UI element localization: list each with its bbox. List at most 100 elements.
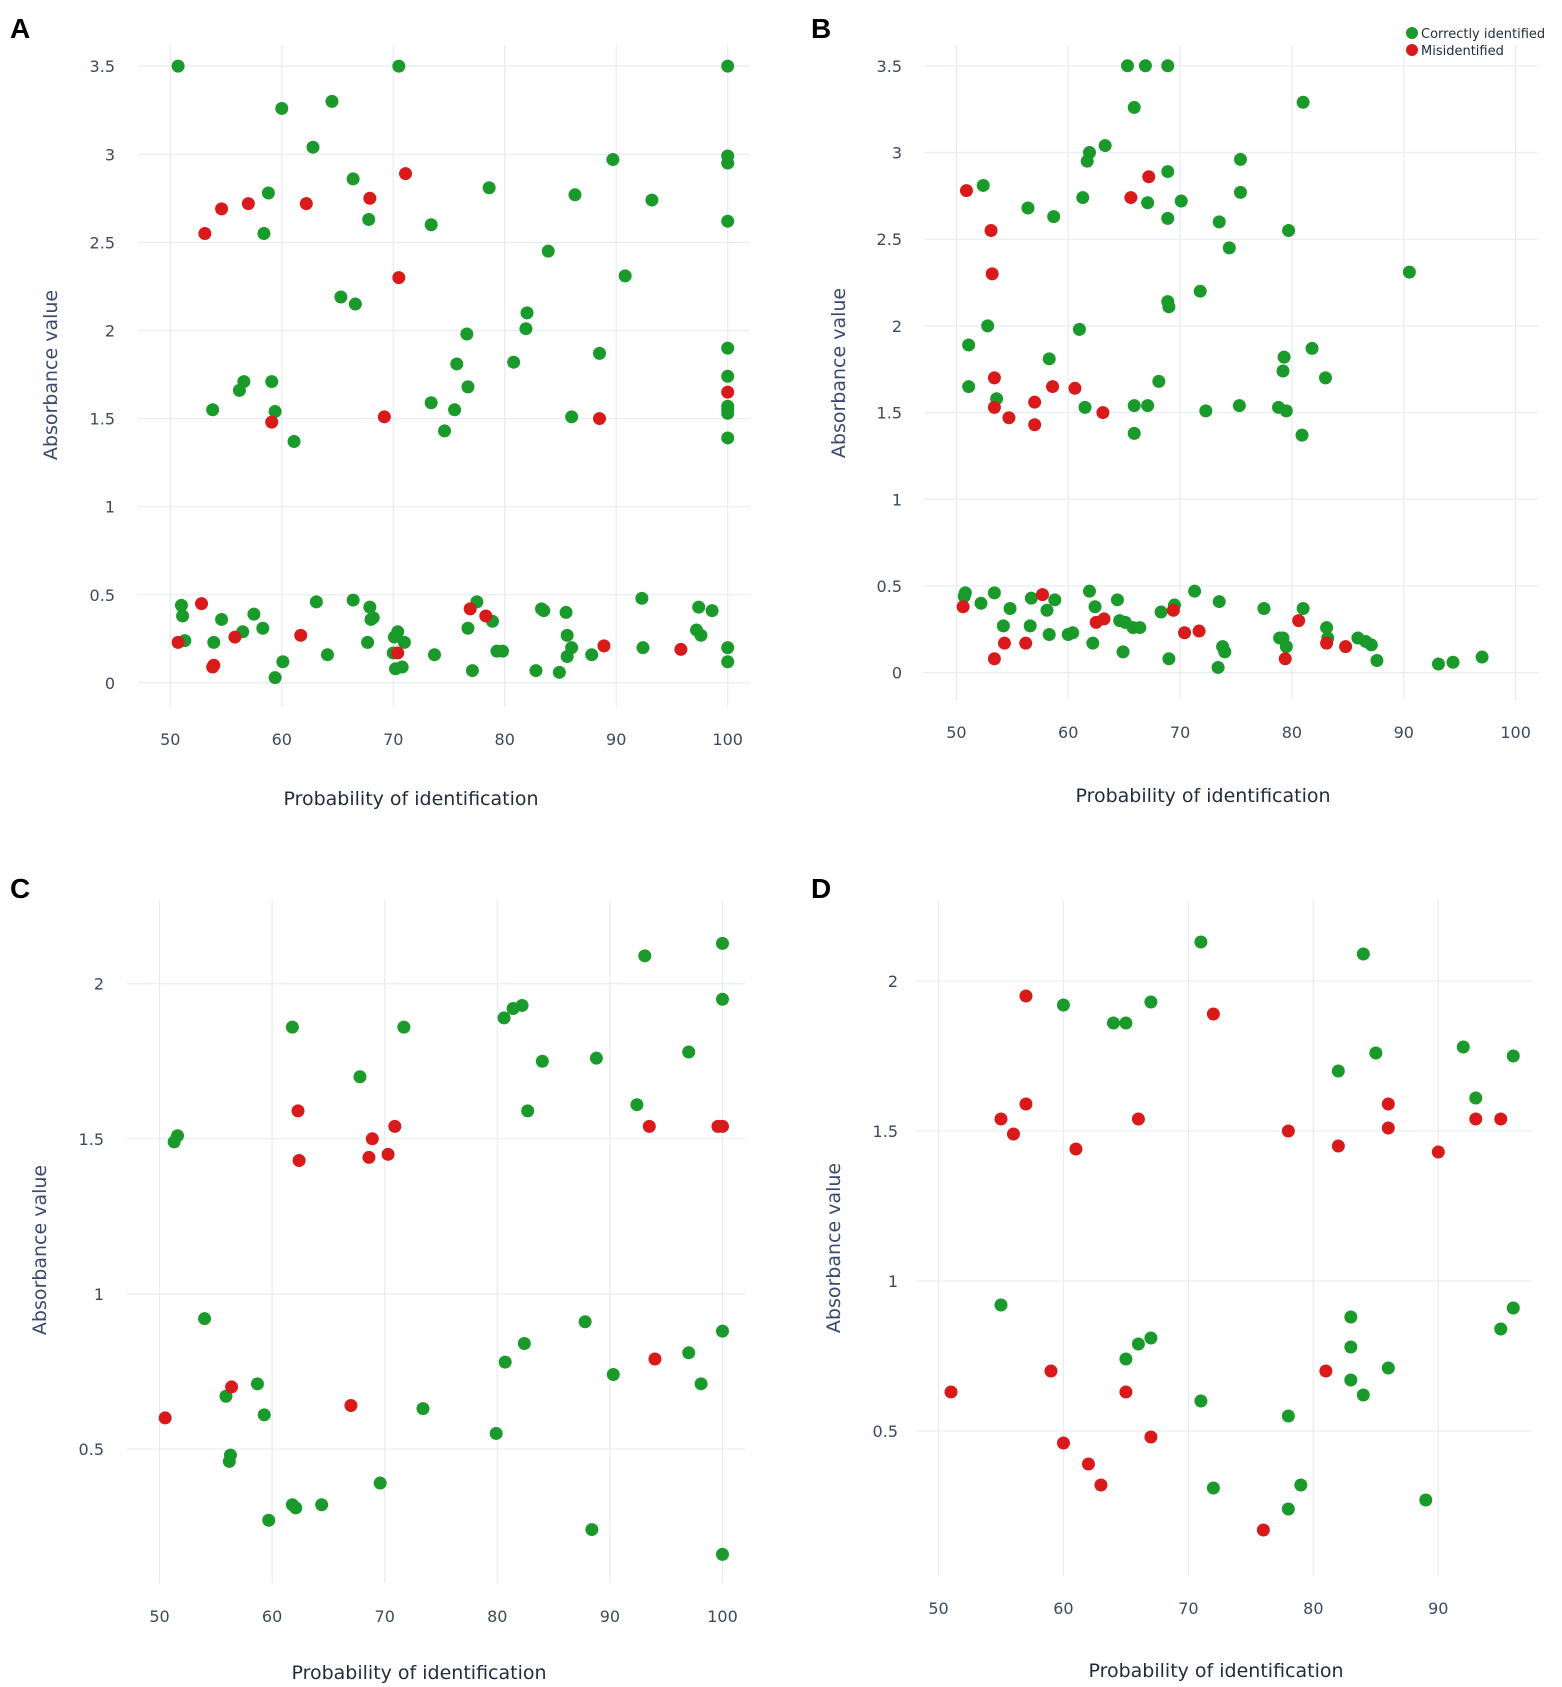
panel-c-x-tick-label: 50 xyxy=(149,1607,169,1626)
panel-a-letter: A xyxy=(10,13,30,44)
correct-point xyxy=(320,648,334,662)
correct-point xyxy=(397,1020,411,1034)
misidentified-point xyxy=(377,410,391,424)
correct-point xyxy=(1506,1049,1520,1063)
correct-point xyxy=(438,424,452,438)
misidentified-point xyxy=(1192,624,1206,638)
misidentified-point xyxy=(241,197,255,211)
correct-point xyxy=(167,1135,181,1149)
panel-a-y-tick-label: 0 xyxy=(105,674,115,693)
misidentified-point xyxy=(1046,380,1060,394)
correct-point xyxy=(568,188,582,202)
misidentified-point xyxy=(265,415,279,429)
correct-point xyxy=(1066,626,1080,640)
panel-d-x-axis-title: Probability of identification xyxy=(1088,1660,1343,1682)
panel-c-x-tick-label: 70 xyxy=(375,1607,395,1626)
correct-point xyxy=(1281,1409,1295,1423)
panel-b-x-tick-label: 50 xyxy=(946,723,966,742)
correct-point xyxy=(1119,1016,1133,1030)
correct-point xyxy=(1023,619,1037,633)
correct-point xyxy=(1003,602,1017,616)
misidentified-point xyxy=(1331,1139,1345,1153)
legend-correct-marker xyxy=(1406,27,1418,39)
correct-point xyxy=(1141,196,1155,210)
correct-point xyxy=(721,655,735,669)
correct-point xyxy=(1257,602,1271,616)
correct-point xyxy=(1133,621,1147,635)
panel-d-x-tick-label: 90 xyxy=(1428,1599,1448,1618)
correct-point xyxy=(987,586,1001,600)
panel-b-y-axis-title: Absorbance value xyxy=(828,288,850,458)
correct-point xyxy=(1193,284,1207,298)
correct-point xyxy=(578,1315,592,1329)
misidentified-point xyxy=(344,1399,358,1413)
panel-b-y-tick-label: 3.5 xyxy=(877,57,902,76)
correct-point xyxy=(1222,241,1236,255)
correct-point xyxy=(1194,935,1208,949)
correct-point xyxy=(215,612,229,626)
panel-b-y-tick-label: 3 xyxy=(892,144,902,163)
misidentified-point xyxy=(956,600,970,614)
correct-point xyxy=(682,1045,696,1059)
correct-point xyxy=(206,403,220,417)
correct-point xyxy=(715,936,729,950)
misidentified-point xyxy=(215,202,229,216)
panel-c-y-tick-label: 2 xyxy=(94,975,104,994)
misidentified-point xyxy=(593,412,606,426)
correct-point xyxy=(262,1513,276,1527)
panel-d-y-tick-label: 1 xyxy=(888,1272,898,1291)
correct-point xyxy=(715,992,729,1006)
correct-point xyxy=(1211,660,1225,674)
legend-misidentified-label: Misidentified xyxy=(1421,44,1504,59)
correct-point xyxy=(391,625,405,639)
correct-point xyxy=(497,1011,511,1025)
misidentified-point xyxy=(391,646,405,660)
correct-point xyxy=(222,1454,236,1468)
correct-point xyxy=(1320,621,1334,635)
correct-point xyxy=(1106,1016,1120,1030)
correct-point xyxy=(721,641,735,655)
correct-point xyxy=(630,1098,644,1112)
misidentified-point xyxy=(944,1385,958,1399)
misidentified-point xyxy=(1256,1523,1270,1537)
correct-point xyxy=(721,341,735,355)
misidentified-point xyxy=(1494,1112,1508,1126)
misidentified-point xyxy=(1081,1457,1095,1471)
correct-point xyxy=(361,635,375,649)
correct-point xyxy=(606,1368,620,1382)
panel-c-y-tick-label: 1.5 xyxy=(79,1130,104,1149)
panel-d-x-tick-label: 80 xyxy=(1303,1599,1323,1618)
correct-point xyxy=(1305,341,1319,355)
misidentified-point xyxy=(987,652,1001,666)
correct-point xyxy=(268,671,282,685)
correct-point xyxy=(974,596,988,610)
correct-point xyxy=(461,380,475,394)
misidentified-point xyxy=(1206,1007,1220,1021)
panel-a-y-tick-label: 3.5 xyxy=(90,57,115,76)
misidentified-point xyxy=(1044,1364,1058,1378)
correct-point xyxy=(257,1408,271,1422)
correct-point xyxy=(1364,638,1378,652)
correct-point xyxy=(1331,1064,1345,1078)
panel-d-letter: D xyxy=(811,873,831,904)
misidentified-point xyxy=(1056,1436,1070,1450)
correct-point xyxy=(1295,428,1309,442)
correct-point xyxy=(247,607,261,621)
correct-point xyxy=(460,327,474,341)
correct-point xyxy=(1294,1478,1308,1492)
misidentified-point xyxy=(674,642,688,656)
panel-c-x-tick-label: 100 xyxy=(707,1607,738,1626)
correct-point xyxy=(1296,95,1310,109)
correct-point xyxy=(1431,657,1445,671)
correct-point xyxy=(721,406,735,420)
correct-point xyxy=(1154,605,1168,619)
correct-point xyxy=(1047,210,1061,224)
correct-point xyxy=(450,357,464,371)
correct-point xyxy=(1162,300,1176,314)
panel-b-y-tick-label: 0.5 xyxy=(877,577,902,596)
panel-a-x-tick-label: 80 xyxy=(495,730,515,749)
correct-point xyxy=(465,664,479,678)
correct-point xyxy=(638,949,652,963)
correct-point xyxy=(392,59,406,73)
